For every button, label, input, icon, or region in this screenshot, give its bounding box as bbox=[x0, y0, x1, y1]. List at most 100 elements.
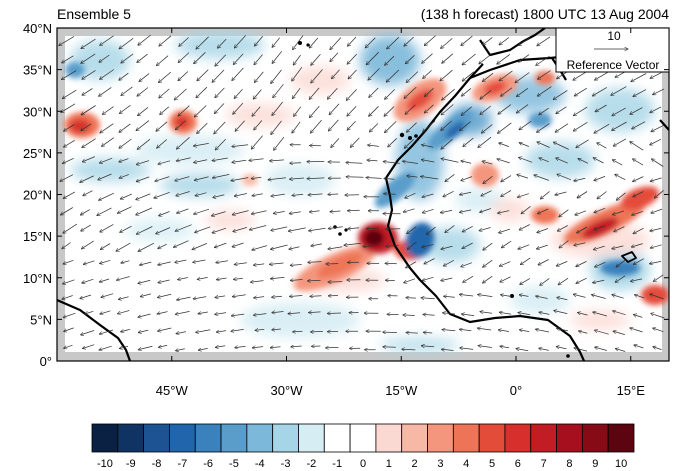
wind-vector bbox=[60, 174, 74, 182]
wind-vector bbox=[159, 88, 170, 98]
wind-vector bbox=[347, 210, 360, 211]
wind-vector bbox=[233, 227, 248, 231]
wind-vector bbox=[158, 261, 171, 265]
wind-vector bbox=[350, 137, 360, 148]
wind-vector bbox=[290, 163, 302, 164]
colorbar-box bbox=[272, 423, 299, 453]
wind-vector bbox=[215, 346, 226, 348]
wind-vector bbox=[100, 69, 115, 80]
wind-vector bbox=[387, 36, 400, 49]
wind-vector bbox=[307, 178, 325, 179]
wind-vector bbox=[274, 136, 285, 150]
wind-vector bbox=[254, 54, 263, 65]
wind-vector bbox=[235, 120, 245, 132]
wind-vector bbox=[613, 311, 626, 316]
wind-vector bbox=[557, 297, 568, 301]
wind-vector bbox=[534, 175, 550, 181]
wind-vector bbox=[176, 191, 190, 196]
cape-verde-2 bbox=[338, 232, 342, 236]
colorbar-label: 7 bbox=[541, 458, 547, 470]
cape-verde-3 bbox=[344, 228, 348, 232]
wind-vector bbox=[273, 211, 285, 213]
wind-vector bbox=[424, 258, 435, 264]
wind-vector bbox=[251, 135, 263, 150]
wind-vector bbox=[478, 346, 492, 348]
wind-vector bbox=[516, 349, 529, 352]
wind-vector bbox=[578, 331, 588, 333]
wind-vector bbox=[518, 313, 531, 316]
colorbar-box bbox=[375, 423, 403, 453]
wind-vector bbox=[176, 137, 190, 149]
wind-vector bbox=[138, 279, 151, 283]
wind-vector bbox=[611, 86, 627, 96]
wind-vector bbox=[499, 37, 510, 45]
colorbar-box bbox=[91, 423, 119, 453]
wind-vector bbox=[539, 312, 550, 315]
wind-vector bbox=[535, 329, 550, 333]
wind-vector bbox=[576, 277, 587, 283]
wind-vector bbox=[483, 259, 493, 267]
wind-vector bbox=[137, 53, 148, 63]
wind-vector bbox=[363, 245, 380, 247]
wind-vector bbox=[272, 329, 281, 330]
wind-vector bbox=[198, 348, 208, 350]
wind-vector bbox=[633, 315, 643, 318]
wind-vector bbox=[217, 38, 227, 48]
wind-vector bbox=[328, 194, 339, 195]
wind-vector bbox=[63, 312, 76, 317]
wind-vector bbox=[330, 52, 339, 62]
wind-vector bbox=[461, 176, 473, 181]
wind-vector bbox=[459, 209, 472, 213]
colorbar-box bbox=[169, 423, 196, 453]
wind-vector bbox=[81, 240, 94, 249]
wind-vector bbox=[347, 120, 356, 130]
wind-vector bbox=[232, 295, 246, 297]
wind-vector bbox=[405, 55, 415, 64]
wind-vector bbox=[557, 328, 568, 332]
wind-vector bbox=[175, 224, 192, 232]
wind-vector bbox=[384, 178, 395, 179]
colorbar-box bbox=[401, 423, 428, 453]
wind-vector bbox=[538, 70, 551, 80]
wind-vector bbox=[519, 120, 532, 130]
wind-vector bbox=[654, 190, 664, 198]
wind-vector bbox=[193, 296, 207, 299]
wind-vector bbox=[538, 259, 549, 266]
wind-vector bbox=[612, 295, 624, 299]
wind-vector bbox=[616, 259, 626, 267]
wind-vector bbox=[176, 332, 186, 334]
wind-vector bbox=[478, 136, 492, 147]
wind-vector bbox=[483, 275, 493, 283]
wind-vector bbox=[597, 143, 607, 149]
wind-vector bbox=[99, 54, 110, 62]
wind-vector bbox=[554, 311, 568, 314]
wind-vector bbox=[424, 35, 436, 46]
wind-vector bbox=[460, 348, 474, 350]
colorbar-box bbox=[349, 423, 377, 453]
wind-vector bbox=[121, 328, 131, 332]
wind-vector bbox=[407, 226, 417, 234]
y-tick-label: 35°N bbox=[23, 63, 52, 78]
wind-vector bbox=[192, 243, 208, 249]
wind-vector bbox=[420, 176, 439, 180]
colorbar-box bbox=[143, 423, 170, 453]
wind-vector bbox=[404, 86, 417, 98]
wind-vector bbox=[176, 157, 191, 161]
wind-vector bbox=[612, 210, 624, 215]
azores-1 bbox=[298, 41, 302, 45]
wind-vector bbox=[310, 119, 322, 133]
wind-vector bbox=[116, 242, 131, 251]
wind-vector bbox=[421, 160, 435, 163]
wind-vector bbox=[177, 208, 189, 213]
wind-vector bbox=[424, 88, 434, 96]
wind-vector bbox=[80, 294, 92, 299]
wind-vector bbox=[253, 89, 262, 100]
wind-vector bbox=[155, 176, 170, 182]
wind-vector bbox=[119, 158, 129, 162]
colorbar-label: -3 bbox=[281, 458, 291, 470]
wind-vector bbox=[252, 194, 263, 196]
wind-vector bbox=[216, 331, 227, 333]
wind-vector bbox=[481, 124, 493, 134]
wind-vector bbox=[120, 193, 132, 199]
